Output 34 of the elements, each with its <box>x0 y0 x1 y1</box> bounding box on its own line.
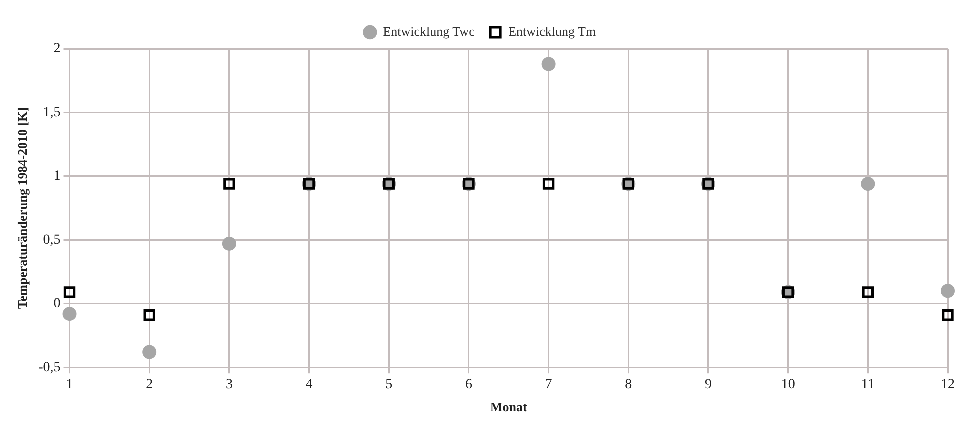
point <box>142 345 157 360</box>
x-tick-label: 7 <box>545 378 552 393</box>
point <box>861 177 876 192</box>
y-tick-label: -0,5 <box>38 360 61 376</box>
point <box>62 307 77 322</box>
y-tick-label: 0,5 <box>43 232 61 248</box>
x-tick-label: 1 <box>66 378 74 393</box>
y-tick-label: 0 <box>54 296 61 312</box>
point <box>542 57 556 72</box>
x-tick-label: 6 <box>465 378 472 393</box>
x-tick-label: 5 <box>386 378 393 393</box>
x-tick-label: 12 <box>941 378 955 393</box>
y-tick-label: 2 <box>54 42 61 57</box>
x-tick-label: 9 <box>704 378 712 393</box>
x-tick-label: 11 <box>861 378 875 393</box>
x-tick-label: 3 <box>226 378 233 393</box>
point <box>941 284 955 298</box>
point <box>542 178 555 190</box>
x-tick-label: 2 <box>146 378 154 393</box>
point <box>64 286 76 298</box>
y-tick-label: 1,5 <box>43 105 61 120</box>
legend-label: Entwicklung Twc <box>383 24 476 39</box>
x-axis-title: Monat <box>490 400 528 415</box>
point <box>942 310 954 322</box>
y-axis-title: Temperaturänderung 1984-2010 [K] <box>15 107 30 310</box>
x-tick-label: 8 <box>625 378 632 393</box>
point <box>862 286 874 298</box>
y-tick-label: 1 <box>54 169 61 184</box>
x-tick-label: 4 <box>306 378 313 393</box>
point <box>224 178 236 190</box>
x-tick-label: 10 <box>781 378 796 393</box>
legend-label: Entwicklung Tm <box>508 24 596 39</box>
point <box>222 236 236 251</box>
point <box>144 310 156 322</box>
